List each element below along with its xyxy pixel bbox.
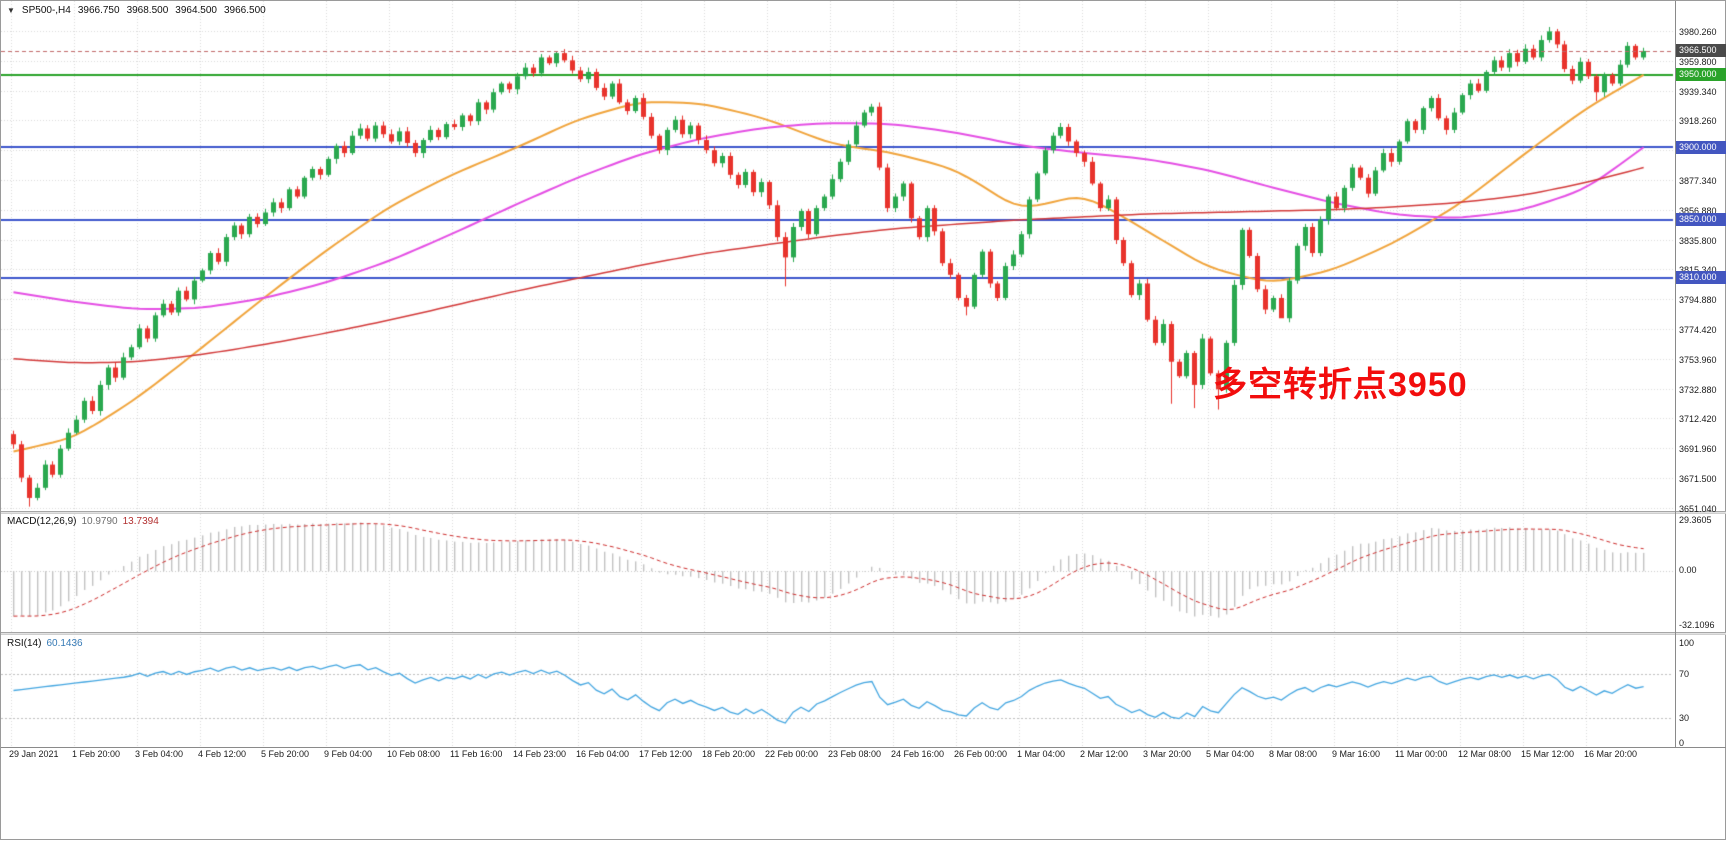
time-axis-label: 5 Mar 04:00 [1206, 749, 1255, 759]
macd-axis-label: 29.3605 [1679, 515, 1712, 525]
price-level-badge: 3850.000 [1676, 213, 1726, 227]
ohlc-open: 3966.750 [77, 5, 120, 16]
price-tick-label: 3877.340 [1679, 176, 1717, 186]
time-axis-label: 9 Feb 04:00 [324, 749, 373, 759]
rsi-axis-label: 30 [1679, 713, 1690, 723]
time-axis-label: 9 Mar 16:00 [1332, 749, 1381, 759]
rsi-axis-label: 70 [1679, 669, 1690, 679]
ohlc-high: 3968.500 [126, 5, 169, 16]
symbol-ohlc-info: ▼ SP500-,H4 3966.750 3968.500 3964.500 3… [7, 5, 266, 16]
price-level-badge: 3810.000 [1676, 271, 1726, 285]
price-tick-label: 3939.340 [1679, 86, 1717, 97]
price-tick-label: 3691.960 [1679, 444, 1717, 455]
time-axis-label: 26 Feb 00:00 [954, 749, 1008, 759]
rsi-value: 60.1436 [46, 638, 83, 649]
symbol-dropdown-icon[interactable]: ▼ [7, 6, 15, 15]
price-tick-label: 3856.880 [1679, 205, 1717, 216]
rsi-axis-label: 100 [1679, 638, 1695, 648]
main-macd-separator[interactable] [1, 511, 1726, 514]
time-axis-label: 17 Feb 12:00 [639, 749, 693, 759]
macd-axis-label: 0.00 [1679, 565, 1697, 575]
time-axis-label: 1 Feb 20:00 [72, 749, 121, 759]
macd-axis-label: -32.1096 [1679, 620, 1715, 630]
ohlc-close: 3966.500 [224, 5, 266, 16]
time-axis-label: 22 Feb 00:00 [765, 749, 819, 759]
price-tick-label: 3671.500 [1679, 474, 1717, 484]
time-axis-label: 3 Mar 20:00 [1143, 749, 1192, 759]
time-axis-label: 29 Jan 2021 [9, 749, 59, 759]
time-axis-label: 14 Feb 23:00 [513, 749, 567, 759]
price-tick-label: 3774.420 [1679, 325, 1717, 335]
macd-signal-value: 13.7394 [122, 516, 159, 527]
time-axis-label: 11 Feb 16:00 [450, 749, 503, 759]
time-axis-label: 8 Mar 08:00 [1269, 749, 1318, 759]
macd-name: MACD(12,26,9) [7, 516, 77, 527]
price-axis-border [1675, 1, 1676, 747]
time-axis-label: 16 Mar 20:00 [1584, 749, 1638, 759]
price-tick-label: 3918.260 [1679, 116, 1717, 127]
annotation-text: 多空转折点3950 [1213, 366, 1468, 404]
price-level-badge: 3966.500 [1676, 44, 1726, 58]
price-tick-label: 3753.960 [1679, 354, 1717, 365]
time-axis-label: 15 Mar 12:00 [1521, 749, 1575, 759]
symbol-period-label: SP500-,H4 [21, 5, 71, 16]
macd-main-value: 10.9790 [81, 516, 118, 527]
time-axis-label: 12 Mar 08:00 [1458, 749, 1512, 759]
price-tick-label: 3794.880 [1679, 295, 1717, 306]
macd-indicator-label: MACD(12,26,9) 10.9790 13.7394 [7, 516, 159, 527]
time-axis-label: 24 Feb 16:00 [891, 749, 945, 759]
time-axis-label: 2 Mar 12:00 [1080, 749, 1129, 759]
time-axis-label: 5 Feb 20:00 [261, 749, 310, 759]
ohlc-low: 3964.500 [175, 5, 217, 16]
price-tick-label: 3815.340 [1679, 265, 1717, 275]
time-axis-label: 4 Feb 12:00 [198, 749, 247, 759]
time-axis-label: 3 Feb 04:00 [135, 749, 184, 759]
time-axis-label: 11 Mar 00:00 [1395, 749, 1448, 759]
price-tick-label: 3980.260 [1679, 27, 1717, 37]
rsi-axis-label: 0 [1679, 738, 1685, 748]
time-axis-label: 10 Feb 08:00 [387, 749, 441, 759]
time-axis-label: 1 Mar 04:00 [1017, 749, 1066, 759]
time-axis-label: 18 Feb 20:00 [702, 749, 756, 759]
time-axis-label: 23 Feb 08:00 [828, 749, 882, 759]
price-level-badge: 3950.000 [1676, 68, 1726, 82]
price-level-badge: 3900.000 [1676, 140, 1726, 154]
price-tick-label: 3959.800 [1679, 56, 1717, 67]
price-tick-label: 3712.420 [1679, 414, 1717, 425]
rsi-indicator-label: RSI(14) 60.1436 [7, 638, 83, 649]
price-tick-label: 3835.800 [1679, 235, 1717, 246]
price-tick-label: 3732.880 [1679, 384, 1717, 395]
rsi-name: RSI(14) [7, 638, 42, 649]
macd-rsi-separator[interactable] [1, 632, 1726, 635]
time-axis-label: 16 Feb 04:00 [576, 749, 630, 759]
time-axis-border [1, 747, 1726, 748]
price-tick-label: 3651.040 [1679, 503, 1717, 514]
